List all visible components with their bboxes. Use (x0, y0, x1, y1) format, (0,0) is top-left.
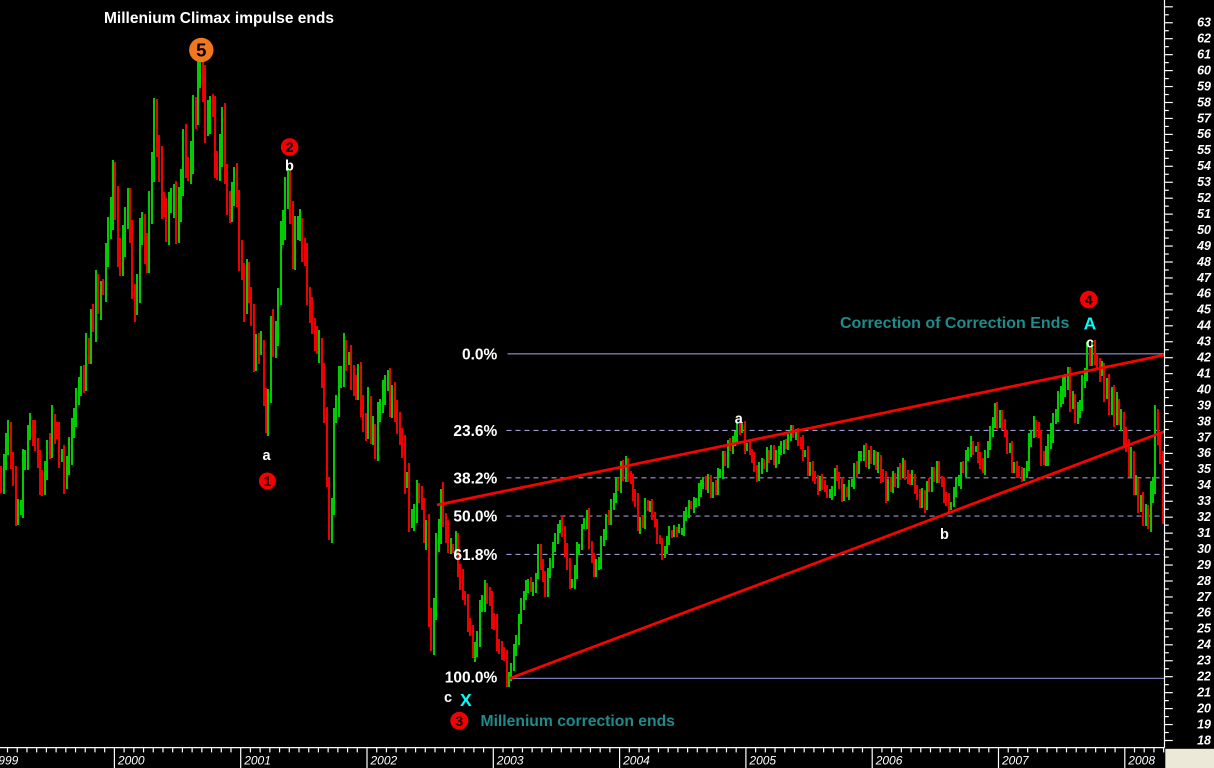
svg-text:56: 56 (1197, 127, 1212, 141)
svg-text:24: 24 (1196, 638, 1211, 652)
svg-text:36: 36 (1197, 446, 1212, 460)
svg-text:4: 4 (1085, 292, 1093, 308)
svg-text:a: a (735, 412, 744, 428)
svg-text:21: 21 (1196, 685, 1211, 699)
svg-text:20: 20 (1196, 701, 1211, 715)
svg-text:Millenium Climax impulse ends: Millenium Climax impulse ends (104, 10, 334, 27)
svg-text:53: 53 (1197, 175, 1211, 189)
svg-text:58: 58 (1197, 95, 1211, 109)
svg-text:b: b (940, 527, 949, 543)
svg-text:39: 39 (1197, 398, 1211, 412)
svg-text:26: 26 (1196, 606, 1212, 620)
svg-text:32: 32 (1197, 510, 1211, 524)
svg-text:42: 42 (1196, 351, 1211, 365)
svg-text:2005: 2005 (748, 754, 776, 768)
svg-text:23.6%: 23.6% (453, 423, 497, 440)
svg-text:61: 61 (1197, 47, 1211, 61)
svg-text:29: 29 (1196, 558, 1211, 572)
svg-text:49: 49 (1196, 239, 1211, 253)
svg-text:25: 25 (1196, 622, 1212, 636)
svg-text:2000: 2000 (117, 754, 145, 768)
svg-text:33: 33 (1197, 494, 1211, 508)
svg-text:51: 51 (1197, 207, 1211, 221)
svg-text:44: 44 (1196, 319, 1211, 333)
svg-text:c: c (1086, 336, 1094, 352)
svg-text:2003: 2003 (496, 754, 524, 768)
svg-text:30: 30 (1197, 542, 1211, 556)
svg-text:38.2%: 38.2% (453, 470, 497, 487)
svg-text:40: 40 (1196, 382, 1211, 396)
svg-text:1: 1 (264, 473, 272, 489)
svg-text:28: 28 (1196, 574, 1211, 588)
svg-text:0.0%: 0.0% (462, 346, 498, 363)
svg-text:46: 46 (1196, 287, 1212, 301)
svg-text:19: 19 (1197, 717, 1211, 731)
svg-text:Millenium correction ends: Millenium correction ends (481, 713, 676, 730)
svg-text:2006: 2006 (875, 754, 903, 768)
svg-text:38: 38 (1197, 414, 1211, 428)
svg-text:1999: 1999 (0, 754, 19, 768)
svg-text:2007: 2007 (1001, 754, 1030, 768)
svg-text:60: 60 (1197, 63, 1211, 77)
svg-text:31: 31 (1197, 526, 1211, 540)
svg-text:2002: 2002 (370, 754, 398, 768)
svg-text:100.0%: 100.0% (445, 669, 498, 686)
svg-text:41: 41 (1196, 366, 1211, 380)
svg-text:a: a (263, 448, 272, 464)
svg-text:62: 62 (1197, 32, 1211, 46)
svg-text:57: 57 (1197, 111, 1212, 125)
svg-text:3: 3 (455, 713, 463, 729)
svg-text:22: 22 (1196, 670, 1211, 684)
svg-text:47: 47 (1196, 271, 1212, 285)
svg-text:50.0%: 50.0% (453, 509, 497, 526)
svg-text:2: 2 (286, 139, 294, 155)
svg-text:A: A (1084, 313, 1097, 333)
svg-text:Correction of Correction Ends: Correction of Correction Ends (840, 315, 1069, 332)
svg-text:5: 5 (196, 40, 206, 61)
svg-text:54: 54 (1197, 159, 1211, 173)
svg-text:61.8%: 61.8% (453, 547, 497, 564)
svg-text:45: 45 (1196, 303, 1212, 317)
svg-text:b: b (285, 159, 294, 175)
svg-text:37: 37 (1197, 430, 1212, 444)
svg-text:52: 52 (1197, 191, 1211, 205)
svg-text:48: 48 (1196, 255, 1211, 269)
svg-text:55: 55 (1197, 143, 1212, 157)
svg-text:2008: 2008 (1127, 754, 1155, 768)
svg-text:23: 23 (1196, 654, 1211, 668)
svg-text:2004: 2004 (622, 754, 650, 768)
svg-text:X: X (460, 690, 472, 710)
svg-text:59: 59 (1197, 79, 1211, 93)
svg-text:63: 63 (1197, 16, 1211, 30)
svg-text:2001: 2001 (243, 754, 271, 768)
svg-text:18: 18 (1197, 733, 1211, 747)
svg-text:34: 34 (1197, 478, 1211, 492)
svg-text:27: 27 (1196, 590, 1212, 604)
svg-text:c: c (444, 690, 452, 706)
svg-text:43: 43 (1196, 335, 1211, 349)
svg-text:35: 35 (1197, 462, 1212, 476)
svg-text:50: 50 (1197, 223, 1211, 237)
